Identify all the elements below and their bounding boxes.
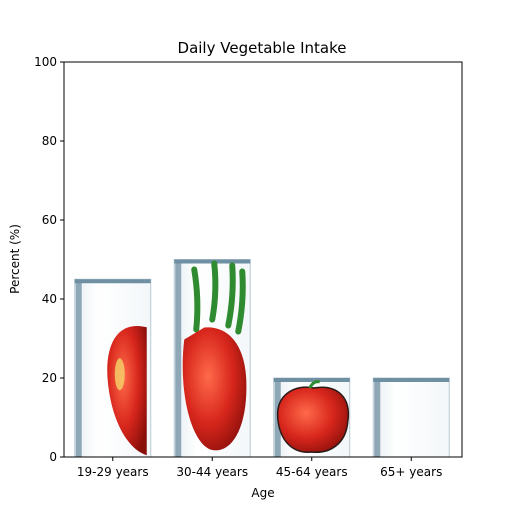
tomato-icon: [107, 325, 147, 456]
x-tick-label: 30-44 years: [176, 465, 248, 479]
stem-icon: [225, 262, 236, 329]
bar-3: [273, 377, 351, 458]
pepper-bunch-icon: [182, 327, 247, 451]
chart-title: Daily Vegetable Intake: [178, 39, 347, 57]
bar-rim: [74, 279, 151, 284]
bar-rim: [373, 378, 450, 382]
highlight: [114, 358, 125, 391]
y-tick-label: 40: [42, 292, 57, 306]
x-axis-ticks: 19-29 years 30-44 years 45-64 years 65+ yea…: [77, 457, 442, 479]
bar-1: [74, 278, 152, 458]
stem-icon: [308, 380, 321, 389]
y-axis-ticks: 0 20 40 60 80 100: [34, 55, 64, 464]
bar-edge: [75, 279, 82, 457]
bar-edge: [374, 378, 381, 457]
bar-edge: [175, 259, 182, 457]
x-tick-label: 45-64 years: [276, 465, 348, 479]
bar-4: [372, 377, 450, 458]
x-tick-label: 65+ years: [380, 465, 442, 479]
y-tick-label: 20: [42, 371, 57, 385]
y-tick-label: 0: [49, 450, 57, 464]
y-axis-label: Percent (%): [8, 224, 22, 294]
y-tick-label: 100: [34, 55, 57, 69]
bar-rim: [273, 378, 350, 382]
bars: [74, 259, 450, 458]
bell-pepper-icon: [276, 386, 350, 453]
plot-area-frame: [63, 61, 463, 458]
stem-icon: [209, 260, 219, 323]
stem-icon: [191, 266, 201, 333]
stem-icon: [235, 268, 246, 335]
bar-rect: [372, 377, 450, 458]
x-axis-label: Age: [251, 486, 274, 500]
x-tick-label: 19-29 years: [77, 465, 149, 479]
bar-2: [173, 259, 251, 458]
y-tick-label: 60: [42, 213, 57, 227]
y-tick-label: 80: [42, 134, 57, 148]
